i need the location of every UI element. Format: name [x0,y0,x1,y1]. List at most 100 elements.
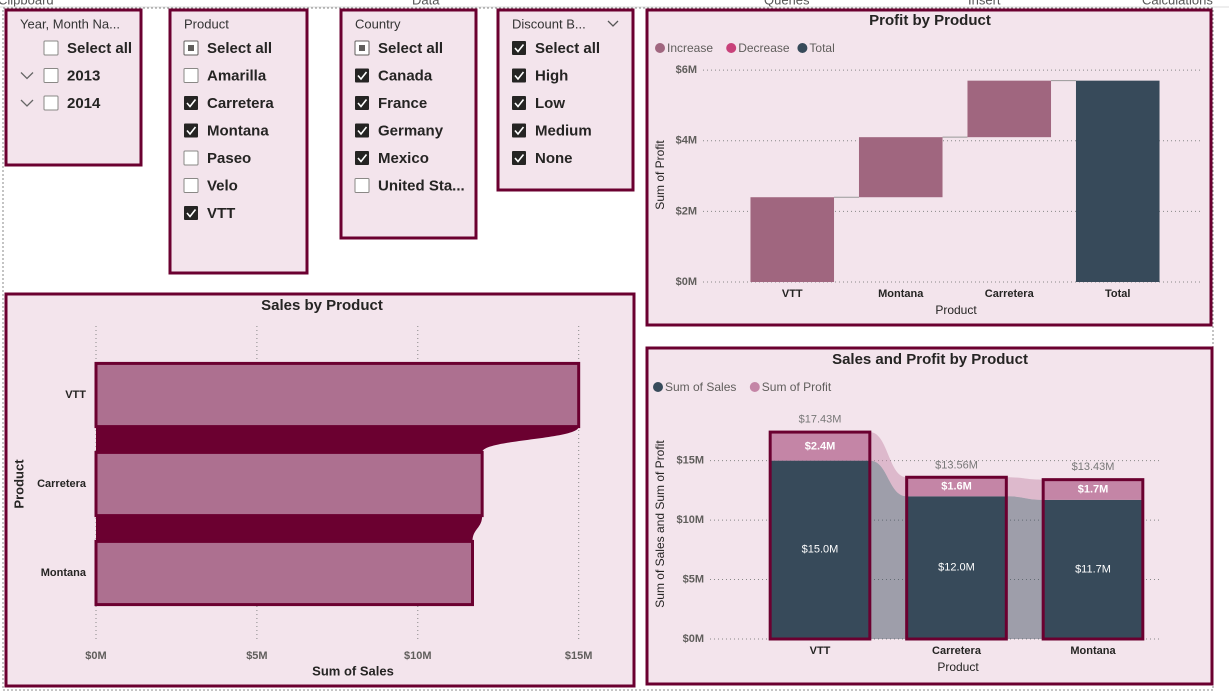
check-mark [186,209,197,218]
chart-title: Sales by Product [261,297,383,314]
check-mark [357,99,368,108]
slicer-item: Select all [67,40,132,57]
y-tick-label: $5M [683,573,704,585]
slicer-item: Germany [378,122,444,139]
legend-marker [797,43,808,53]
bar-outline [905,475,1008,641]
check-mark [357,71,368,81]
check-mark [514,126,525,136]
checkbox-checked[interactable] [512,68,526,83]
checkbox-checked[interactable] [355,151,369,165]
ribbon-tab: Insert [968,0,1001,7]
ribbon [96,515,483,542]
checkbox-unchecked[interactable] [354,178,370,193]
slicer-item: None [535,150,573,167]
checkbox-checked[interactable] [355,68,369,83]
checkbox-checked[interactable] [355,123,369,138]
ribbon [1006,496,1044,639]
x-axis-title: Product [935,303,977,317]
legend-label: Decrease [738,41,790,55]
x-tick-label: $15M [565,650,593,662]
bar [94,361,581,429]
checkbox-unchecked[interactable] [43,40,59,56]
ribbon [869,460,907,639]
checkbox-checked[interactable] [184,206,198,220]
x-tick-label: Carretera [985,288,1035,300]
y-tick-label: $4M [676,135,697,147]
checkbox-unchecked[interactable] [43,95,59,111]
data-label: $15.0M [802,544,839,556]
slicer-item: Select all [207,40,272,57]
x-tick-label: VTT [810,645,831,657]
y-axis-title: Product [11,459,26,509]
ribbon-tab: Calculations [1142,0,1213,7]
bar [94,539,474,607]
checkbox-unchecked[interactable] [43,68,59,83]
slicer-item: Velo [207,177,238,194]
slicer-item: Paseo [207,150,251,167]
ribbon-tab: Queries [764,0,810,7]
bar [94,450,484,518]
expand-chevron[interactable] [20,99,34,107]
bar [750,197,835,282]
y-axis-title: Sum of Sales and Sum of Profit [653,440,667,608]
x-tick-label: $5M [246,650,267,662]
bar-segment [906,496,1007,639]
bar-segment [1043,479,1143,500]
checkbox-checked[interactable] [184,123,198,138]
check-mark [186,99,197,108]
y-tick-label: $15M [676,455,704,467]
slicer-title: Country [355,16,401,31]
checkbox-unchecked[interactable] [183,178,199,193]
x-tick-label: Total [1105,288,1130,300]
legend-marker [653,382,663,392]
y-tick-label: $6M [676,64,697,76]
x-axis-title: Sum of Sales [312,663,394,678]
slicer-item: 2014 [67,95,101,112]
expand-chevron[interactable] [20,72,34,80]
legend-label: Sum of Profit [762,380,832,394]
check-mark [514,99,525,108]
checkbox-checked[interactable] [184,96,198,110]
checkbox-unchecked[interactable] [183,68,199,83]
slicer-item: VTT [207,205,235,222]
checkbox-checked[interactable] [512,123,526,138]
legend-marker [726,43,737,53]
x-axis-title: Product [937,660,979,674]
slicer-item: Canada [378,67,433,84]
y-tick-label: $2M [676,205,697,217]
y-tick-label: Montana [41,567,87,579]
y-tick-label: $0M [683,633,704,645]
partial-mark [359,45,365,51]
total-label: $13.56M [935,460,978,472]
ribbon-tab: Clipboard [0,0,54,7]
ribbon [96,426,579,453]
slicer-item: Select all [535,40,600,57]
bar-outline [1041,478,1145,641]
slicer-frame [4,8,143,167]
y-tick-label: $10M [676,514,704,526]
checkbox-checked[interactable] [512,96,526,110]
dropdown-chevron[interactable] [607,20,619,27]
ribbon [1006,477,1044,500]
data-label: $11.7M [1075,563,1111,575]
legend-label: Total [809,41,834,55]
slicer-item: United Sta... [378,177,465,194]
legend-marker [655,43,665,53]
checkbox-checked[interactable] [355,96,369,110]
total-label: $17.43M [799,414,842,426]
slicer-item: France [378,95,427,112]
bar-outline [768,430,872,641]
checkbox-unchecked[interactable] [183,150,199,166]
checkbox-checked[interactable] [512,151,526,165]
bar-segment [770,460,870,639]
y-axis-title: Sum of Profit [653,140,667,210]
check-mark [514,71,525,81]
bar-segment [906,477,1007,497]
check-mark [357,154,368,163]
checkbox-checked[interactable] [512,41,526,55]
x-tick-label: Montana [1070,645,1116,657]
slicer-title: Product [184,16,229,31]
legend-marker [749,382,760,392]
bar [967,80,1052,138]
